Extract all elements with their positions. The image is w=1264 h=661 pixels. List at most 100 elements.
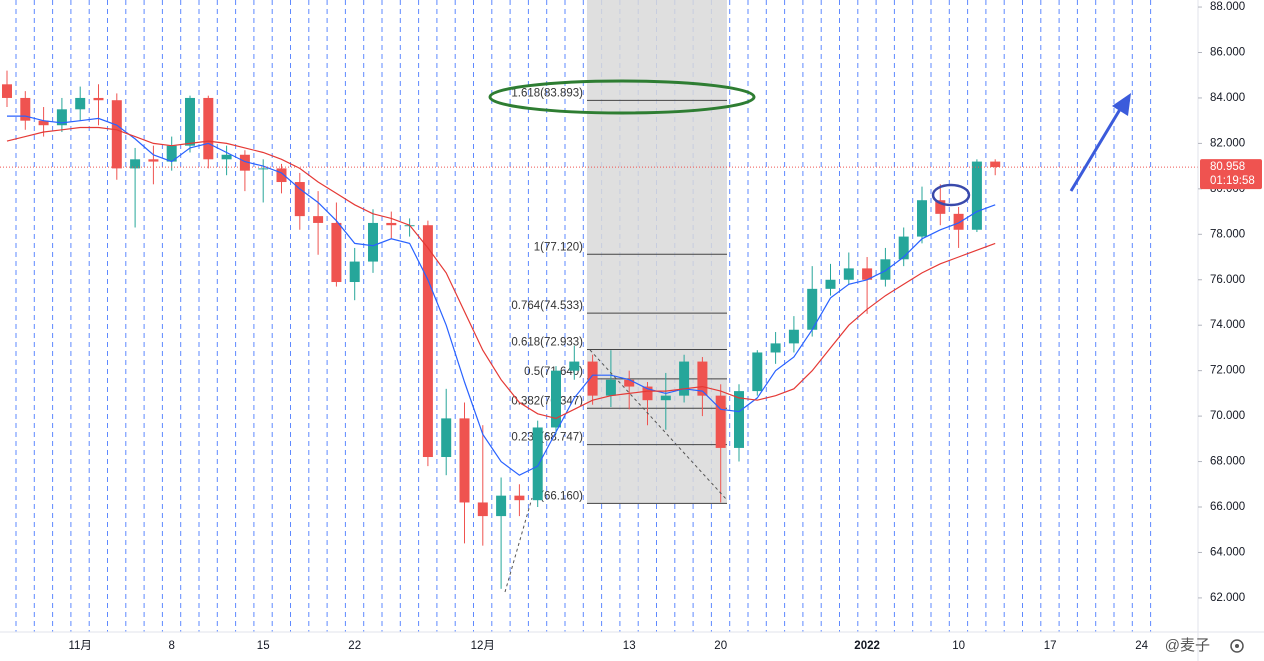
countdown-label: 01:19:58	[1210, 175, 1255, 187]
price-tag	[1200, 159, 1262, 190]
y-tick-label: 86.000	[1210, 47, 1245, 59]
candle-body	[368, 222, 378, 262]
x-tick-label: 20	[714, 640, 727, 652]
candle-body	[294, 182, 305, 217]
candle-body	[605, 379, 616, 396]
moving-average	[7, 115, 996, 476]
y-tick-label: 88.000	[1210, 1, 1245, 13]
candle-body	[221, 154, 232, 160]
x-tick-label: 2022	[854, 640, 880, 652]
candle-body	[203, 97, 214, 160]
trend-line	[504, 497, 533, 593]
candle-body	[807, 288, 818, 330]
trend-line	[589, 349, 728, 501]
candle-body	[20, 97, 31, 121]
fib-label: 0.764(74.533)	[511, 300, 583, 312]
x-tick-label: 24	[1135, 640, 1148, 652]
candle-body	[313, 216, 324, 223]
candle-body	[843, 268, 854, 280]
watermark: @麦子	[1165, 637, 1210, 654]
y-tick-label: 74.000	[1210, 319, 1245, 331]
y-tick-label: 78.000	[1210, 228, 1245, 240]
y-tick-label: 72.000	[1210, 365, 1245, 377]
candle-body	[441, 418, 452, 458]
candle-body	[422, 225, 433, 458]
axes: 11月 8 15 22 12月 13 20 2022 10 17 24 62.000 64.000 66.…	[68, 1, 1262, 652]
fib-zone	[587, 0, 727, 504]
y-tick-label: 70.000	[1210, 410, 1245, 422]
x-tick-label: 8	[168, 640, 174, 652]
price-tag-label: 80.958	[1210, 161, 1245, 173]
settings-icon[interactable]	[1230, 639, 1244, 653]
candle-body	[496, 495, 507, 517]
candle-body	[75, 97, 86, 110]
x-tick-label: 15	[257, 640, 270, 652]
candle-body	[185, 97, 195, 146]
fib-label: 0(66.160)	[534, 490, 583, 502]
y-tick-label: 82.000	[1210, 137, 1245, 149]
x-tick-label: 13	[623, 640, 636, 652]
candle-body	[624, 379, 635, 387]
fib-label: 1.618(83.893)	[511, 87, 583, 99]
candle-body	[166, 145, 177, 162]
candle-body	[130, 159, 141, 169]
candle-body	[953, 213, 964, 230]
moving-average	[6, 126, 996, 420]
candle-body	[331, 222, 342, 283]
candle-body	[898, 236, 909, 260]
candle-body	[239, 154, 250, 171]
y-tick-label: 84.000	[1210, 92, 1245, 104]
candle-body	[349, 261, 360, 283]
candle-body	[642, 386, 653, 401]
candle-body	[935, 200, 946, 214]
x-tick-label: 11月	[68, 640, 91, 652]
highlight-ellipse	[488, 79, 756, 115]
y-tick-label: 64.000	[1210, 546, 1245, 558]
candle-body	[825, 279, 836, 289]
fib-label: 0.618(72.933)	[511, 336, 583, 348]
candle-body	[679, 361, 690, 396]
candle-body	[2, 84, 12, 98]
fib-label: 1(77.120)	[534, 241, 583, 253]
y-tick-label: 68.000	[1210, 456, 1245, 468]
candle-body	[734, 391, 744, 448]
y-tick-label: 62.000	[1210, 592, 1245, 604]
candle-body	[111, 100, 122, 169]
candle-body	[971, 161, 982, 230]
candle-body	[56, 109, 67, 126]
candle-body	[386, 222, 397, 226]
candle-body	[587, 361, 598, 396]
candle-body	[990, 161, 1001, 168]
candle-body	[862, 268, 873, 280]
y-tick-label: 66.000	[1210, 501, 1245, 513]
candle-body	[880, 259, 891, 280]
candle-body	[532, 427, 543, 501]
candle-body	[276, 168, 287, 183]
fib-label: 0.382(70.347)	[511, 395, 583, 407]
settings-icon-center	[1235, 644, 1239, 648]
candle-body	[788, 329, 799, 344]
arrow-head	[1112, 93, 1131, 116]
x-tick-label: 10	[952, 640, 965, 652]
candle-body	[697, 361, 708, 396]
y-tick-label: 76.000	[1210, 274, 1245, 286]
candle-body	[917, 200, 927, 237]
candle-body	[258, 168, 269, 170]
highlight-ellipse	[931, 183, 971, 207]
fib-levels: 1.618(83.893) 1(77.120) 0.764(74.533) 0.618…	[511, 87, 727, 504]
candle-body	[459, 418, 470, 503]
arrow	[1069, 105, 1124, 192]
candle-body	[660, 395, 671, 401]
candle-body	[752, 352, 763, 392]
plot	[0, 70, 1198, 589]
x-tick-label: 22	[348, 640, 361, 652]
candle-body	[569, 361, 580, 371]
candle-body	[148, 159, 159, 162]
candle-body	[770, 343, 781, 353]
candle-body	[715, 395, 726, 448]
candle-body	[477, 502, 488, 517]
candle-body	[93, 97, 104, 101]
candle-body	[38, 120, 49, 126]
